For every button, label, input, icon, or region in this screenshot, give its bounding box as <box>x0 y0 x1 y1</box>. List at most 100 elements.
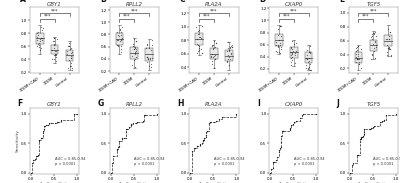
Point <box>219 115 226 118</box>
Point <box>211 67 217 70</box>
Point <box>195 44 202 47</box>
Text: ***: *** <box>362 14 370 19</box>
Point <box>35 42 42 45</box>
Point <box>68 56 74 59</box>
Point <box>305 68 312 71</box>
Point <box>145 56 152 59</box>
Point <box>209 43 215 46</box>
Point <box>371 32 377 35</box>
Point <box>370 126 376 128</box>
Point <box>304 48 310 51</box>
Point <box>52 53 59 56</box>
Point <box>51 53 57 56</box>
Point <box>228 46 235 48</box>
Point <box>299 113 306 116</box>
Point <box>286 128 293 131</box>
Point <box>288 40 295 43</box>
Title: CXAP0: CXAP0 <box>284 102 303 107</box>
Point <box>55 120 62 123</box>
Title: GBY1: GBY1 <box>47 2 62 7</box>
Point <box>116 144 122 147</box>
Point <box>386 38 392 40</box>
Point <box>226 56 232 59</box>
Point <box>212 58 218 61</box>
Point <box>356 58 362 61</box>
Point <box>68 62 74 65</box>
Text: ***: *** <box>210 8 218 13</box>
Point <box>224 61 230 64</box>
Point <box>360 135 366 138</box>
Bar <box>210 48 218 59</box>
Point <box>278 35 284 38</box>
Point <box>51 58 57 61</box>
Point <box>385 47 391 50</box>
Text: C: C <box>180 0 185 4</box>
Point <box>196 32 202 35</box>
Point <box>278 140 284 143</box>
Point <box>128 124 134 127</box>
Point <box>132 122 139 124</box>
Point <box>307 68 313 71</box>
Point <box>210 43 216 46</box>
Point <box>293 42 299 44</box>
Point <box>132 58 138 61</box>
Point <box>210 56 216 59</box>
Point <box>44 124 51 126</box>
Point <box>133 40 139 43</box>
Point <box>194 51 200 54</box>
Point <box>119 138 125 141</box>
Bar <box>305 52 312 63</box>
Point <box>291 121 297 124</box>
Text: D: D <box>259 0 266 4</box>
Point <box>367 127 373 130</box>
Point <box>368 126 374 129</box>
Point <box>370 42 376 45</box>
Point <box>304 58 310 61</box>
Point <box>133 56 139 59</box>
Point <box>197 143 204 145</box>
Point <box>277 42 284 44</box>
Title: PLA2A: PLA2A <box>205 2 223 7</box>
Point <box>28 162 35 165</box>
Point <box>148 39 155 42</box>
Point <box>148 66 154 69</box>
Text: I: I <box>257 98 260 108</box>
Point <box>40 131 46 134</box>
Point <box>306 65 312 68</box>
Bar <box>195 33 203 45</box>
Point <box>52 53 58 56</box>
Point <box>355 154 361 156</box>
Point <box>28 171 34 174</box>
Point <box>52 122 58 125</box>
Point <box>153 112 160 115</box>
Point <box>189 150 196 153</box>
Point <box>276 44 283 47</box>
Point <box>386 34 392 37</box>
Point <box>224 59 230 62</box>
Point <box>132 45 138 48</box>
Point <box>51 37 57 40</box>
Point <box>143 43 150 46</box>
Point <box>58 119 64 122</box>
Point <box>274 155 280 158</box>
X-axis label: 1 - Specificity: 1 - Specificity <box>279 182 309 183</box>
Point <box>197 36 203 39</box>
Point <box>276 149 283 152</box>
Point <box>275 38 282 41</box>
Point <box>288 47 294 50</box>
Point <box>51 37 58 40</box>
Point <box>288 51 294 54</box>
Point <box>52 60 59 63</box>
Point <box>41 127 48 130</box>
Point <box>225 58 232 61</box>
Point <box>226 64 232 67</box>
Point <box>358 136 364 139</box>
Point <box>277 51 284 54</box>
Point <box>288 124 294 127</box>
Point <box>292 62 298 65</box>
Point <box>371 40 378 43</box>
Point <box>194 145 200 148</box>
Point <box>360 132 367 135</box>
Point <box>48 122 54 125</box>
Point <box>276 25 283 27</box>
